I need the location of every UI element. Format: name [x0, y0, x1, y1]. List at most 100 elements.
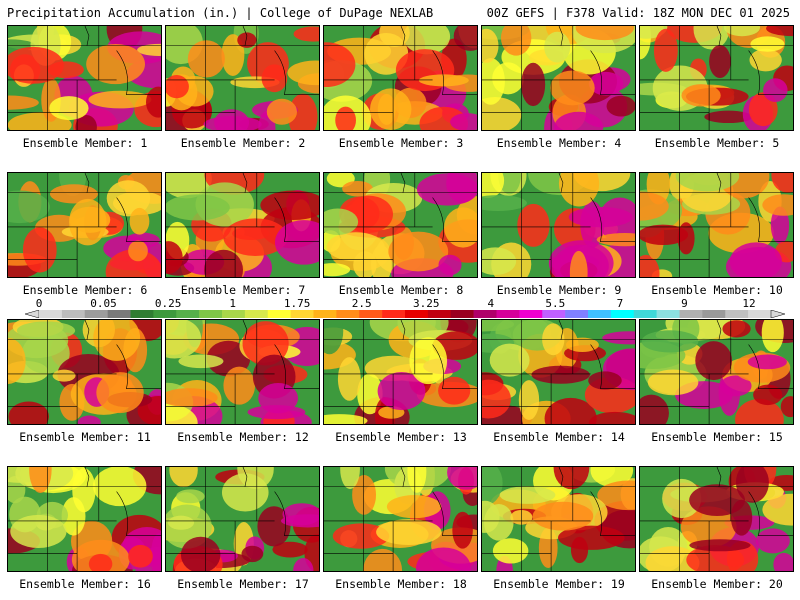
colorbar-swatch — [725, 310, 749, 318]
colorbar-swatch — [107, 310, 131, 318]
ensemble-member-map — [7, 466, 162, 572]
ensemble-member-label: Ensemble Member: 7 — [180, 283, 306, 297]
colorbar-swatch — [359, 310, 383, 318]
colorbar-min-arrow — [25, 310, 40, 318]
precip-map — [166, 26, 319, 130]
ensemble-member-map — [481, 466, 636, 572]
colorbar-swatch — [565, 310, 589, 318]
model-valid-time: 00Z GEFS | F378 Valid: 18Z MON DEC 01 20… — [486, 6, 790, 20]
colorbar-tick-label: 3.25 — [413, 297, 440, 310]
ensemble-member-map — [165, 319, 320, 425]
ensemble-member-map — [165, 25, 320, 131]
ensemble-member-map — [7, 172, 162, 278]
precip-map — [482, 173, 635, 277]
colorbar-swatch — [153, 310, 177, 318]
precip-map — [640, 26, 793, 130]
ensemble-member-map — [639, 319, 794, 425]
colorbar-swatch — [199, 310, 223, 318]
colorbar-swatch — [313, 310, 337, 318]
colorbar-swatch — [176, 310, 200, 318]
ensemble-member-label: Ensemble Member: 9 — [496, 283, 622, 297]
colorbar-max-arrow — [770, 310, 785, 318]
ensemble-member-label: Ensemble Member: 3 — [338, 136, 464, 150]
colorbar-swatch — [679, 310, 703, 318]
colorbar-swatch — [473, 310, 497, 318]
colorbar-tick-label: 9 — [681, 297, 688, 310]
ensemble-member-label: Ensemble Member: 17 — [177, 577, 309, 591]
colorbar-swatch — [244, 310, 269, 318]
colorbar-tick-label: 12 — [742, 297, 756, 310]
precip-map — [324, 320, 477, 424]
ensemble-member-label: Ensemble Member: 4 — [496, 136, 622, 150]
colorbar-swatch — [450, 310, 474, 318]
colorbar-swatch — [84, 310, 108, 318]
colorbar-swatch — [382, 310, 406, 318]
precip-map — [8, 320, 161, 424]
ensemble-member-label: Ensemble Member: 14 — [493, 430, 625, 444]
colorbar-swatch — [290, 310, 314, 318]
ensemble-member-label: Ensemble Member: 18 — [335, 577, 467, 591]
ensemble-member-label: Ensemble Member: 8 — [338, 283, 464, 297]
colorbar-tick-label: 0.25 — [154, 297, 182, 310]
ensemble-member-map — [7, 319, 162, 425]
chart-title: Precipitation Accumulation (in.) | Colle… — [7, 6, 434, 20]
precip-map — [8, 26, 161, 130]
ensemble-member-label: Ensemble Member: 13 — [335, 430, 467, 444]
ensemble-member-map — [323, 172, 478, 278]
ensemble-member-label: Ensemble Member: 15 — [651, 430, 783, 444]
ensemble-member-map — [323, 319, 478, 425]
precip-map — [640, 320, 793, 424]
ensemble-member-map — [323, 25, 478, 131]
colorbar-swatch — [222, 310, 246, 318]
ensemble-member-label: Ensemble Member: 11 — [19, 430, 151, 444]
precip-map — [8, 173, 161, 277]
precip-map — [166, 173, 319, 277]
ensemble-member-map — [639, 25, 794, 131]
colorbar-swatch — [633, 310, 657, 318]
precip-map — [166, 467, 319, 571]
colorbar-swatch — [519, 310, 543, 318]
colorbar-swatch — [61, 310, 86, 318]
colorbar-tick-label: 5.5 — [545, 297, 566, 310]
precip-map — [482, 320, 635, 424]
ensemble-member-label: Ensemble Member: 1 — [22, 136, 148, 150]
colorbar-swatch — [610, 310, 635, 318]
ensemble-member-label: Ensemble Member: 12 — [177, 430, 309, 444]
colorbar-tick-label: 1.75 — [283, 297, 311, 310]
ensemble-member-map — [481, 172, 636, 278]
ensemble-member-map — [323, 466, 478, 572]
ensemble-member-label: Ensemble Member: 6 — [22, 283, 148, 297]
precip-map — [8, 467, 161, 571]
precip-map — [640, 467, 793, 571]
colorbar-tick-label: 1 — [229, 297, 236, 310]
colorbar-tick-label: 7 — [616, 297, 624, 310]
colorbar-swatch — [496, 310, 520, 318]
colorbar — [25, 310, 785, 318]
precip-map — [166, 320, 319, 424]
colorbar-swatch — [405, 310, 429, 318]
colorbar-swatch — [588, 310, 612, 318]
colorbar-swatch — [130, 310, 154, 318]
colorbar-swatch — [267, 310, 291, 318]
precip-map — [640, 173, 793, 277]
ensemble-member-label: Ensemble Member: 19 — [493, 577, 625, 591]
colorbar-graphic — [25, 310, 785, 318]
colorbar-swatch — [427, 310, 452, 318]
ensemble-member-map — [7, 25, 162, 131]
colorbar-swatch — [39, 310, 63, 318]
colorbar-swatch — [748, 310, 772, 318]
ensemble-member-label: Ensemble Member: 5 — [654, 136, 780, 150]
colorbar-tick-label: 2.5 — [351, 297, 372, 310]
ensemble-member-map — [165, 466, 320, 572]
precip-map — [482, 26, 635, 130]
colorbar-swatch — [336, 310, 360, 318]
precip-map — [324, 26, 477, 130]
colorbar-tick-label: 0 — [35, 297, 43, 310]
precip-map — [324, 467, 477, 571]
precip-map — [482, 467, 635, 571]
ensemble-member-label: Ensemble Member: 16 — [19, 577, 151, 591]
colorbar-tick-label: 4 — [487, 297, 495, 310]
ensemble-member-map — [165, 172, 320, 278]
colorbar-swatch — [702, 310, 726, 318]
ensemble-member-map — [481, 25, 636, 131]
